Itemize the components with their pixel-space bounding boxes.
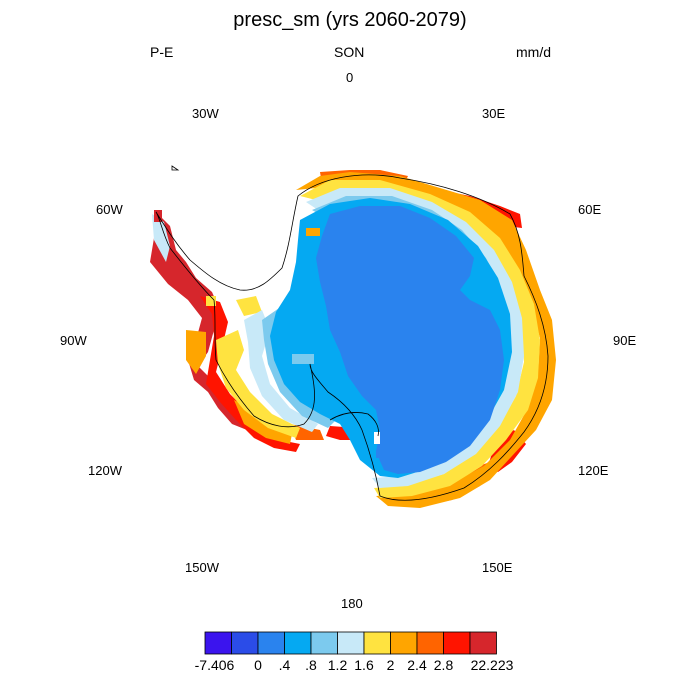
colorbar-swatch-5 [337,631,365,655]
map-fill-layers [150,170,556,508]
colorbar-swatch-2 [257,631,285,655]
lon-label-120w: 120W [88,463,122,478]
lon-label-150w: 150W [185,560,219,575]
colorbar-swatch-3 [284,631,312,655]
lon-label-180: 180 [341,596,363,611]
colorbar-swatch-6 [363,631,391,655]
colorbar-label-6: 2 [386,657,395,673]
variable-label: P-E [150,44,174,60]
colorbar-swatch-8 [416,631,444,655]
coastline [155,165,549,501]
colorbar-swatch-10 [469,631,497,655]
colorbar-swatch-4 [310,631,338,655]
lon-label-0: 0 [346,70,354,85]
fill-patch-2 [306,228,320,236]
fill-interior [316,206,504,474]
lon-label-150e: 150E [482,560,513,575]
season-label: SON [334,44,365,60]
lon-label-30e: 30E [482,106,506,121]
lon-label-90e: 90E [613,333,637,348]
fill-dark-red [150,212,252,432]
colorbar-label-4: 1.2 [327,657,348,673]
fill-patch-5 [206,296,216,306]
lon-label-60e: 60E [578,202,602,217]
fill-patch-1 [292,354,314,364]
units-label: mm/d [516,44,551,60]
colorbar-swatch-7 [390,631,418,655]
colorbar-label-8: 2.8 [433,657,454,673]
lon-label-30w: 30W [192,106,219,121]
colorbar-label-9: 22.223 [470,657,514,673]
colorbar-label-3: .8 [305,657,317,673]
colorbar-label-5: 1.6 [354,657,374,673]
colorbar-label-2: .4 [278,657,291,673]
colorbar-label-7: 2.4 [407,657,427,673]
lon-label-90w: 90W [60,333,87,348]
fill-patch-3 [374,432,380,444]
fill-patch-4 [376,450,382,458]
lon-label-60w: 60W [96,202,123,217]
colorbar-label-1: 0 [254,657,262,673]
colorbar-swatch-9 [443,631,471,655]
map-title: presc_sm (yrs 2060-2079) [233,9,467,31]
colorbar-swatch-1 [231,631,259,655]
lon-label-120e: 120E [578,463,609,478]
colorbar-swatch-0 [204,631,232,655]
colorbar-label-0: -7.406 [194,657,235,673]
